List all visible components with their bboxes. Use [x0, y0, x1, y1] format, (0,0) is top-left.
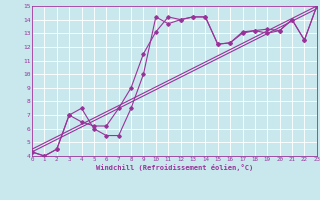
X-axis label: Windchill (Refroidissement éolien,°C): Windchill (Refroidissement éolien,°C) [96, 164, 253, 171]
